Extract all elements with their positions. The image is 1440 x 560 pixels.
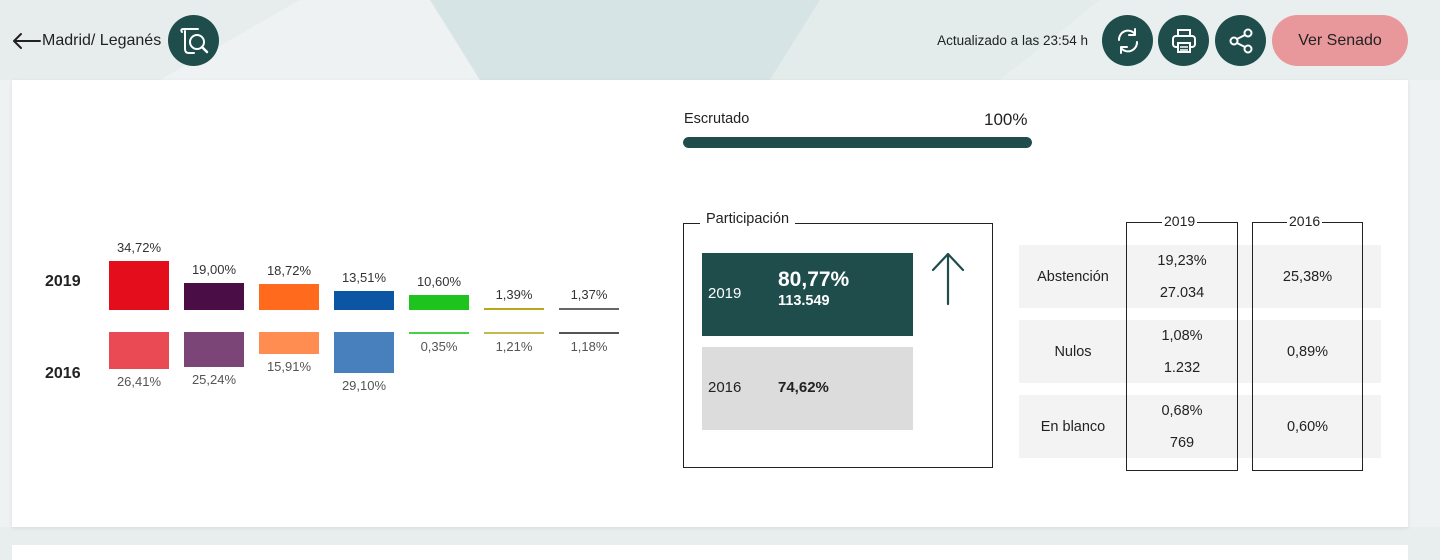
bar-2019-label: 18,72% — [266, 262, 312, 278]
bar-2019-label: 34,72% — [116, 240, 162, 256]
refresh-button[interactable] — [1102, 15, 1153, 66]
nulos-2016: 0,89% — [1286, 344, 1329, 360]
bar-2016-label: 1,18% — [570, 339, 608, 354]
abstencion-2019-pct: 19,23% — [1157, 253, 1207, 269]
print-icon — [1171, 28, 1196, 53]
column-2016-title: 2016 — [1287, 213, 1323, 229]
bar-2016-1 — [184, 332, 244, 368]
bar-2019-label: 13,51% — [341, 270, 387, 286]
escrutado-progress — [683, 137, 1032, 148]
bar-2019-5 — [484, 308, 544, 310]
bar-2016-4 — [409, 332, 469, 334]
search-document-icon — [179, 27, 208, 54]
bar-2016-label: 26,41% — [116, 373, 162, 389]
year-2016-label: 2016 — [45, 365, 81, 382]
participacion-year: 2016 — [708, 379, 742, 396]
search-document-button[interactable] — [168, 15, 219, 66]
bar-2019-label: 10,60% — [416, 274, 462, 290]
bar-2016-label: 29,10% — [341, 377, 387, 393]
back-link[interactable]: Madrid/ Leganés — [10, 26, 161, 56]
participacion-row-2019: 2019 80,77% 113.549 — [702, 253, 913, 336]
escrutado-value: 100% — [984, 110, 1028, 129]
abstencion-2019-num: 27.034 — [1159, 285, 1205, 301]
bar-2019-0 — [109, 261, 169, 310]
table-row-label: En blanco — [1040, 419, 1106, 435]
bar-2019-1 — [184, 283, 244, 310]
en-blanco-2019-num: 769 — [1169, 435, 1195, 451]
share-button[interactable] — [1215, 15, 1266, 66]
table-row-en-blanco: En blanco — [1019, 395, 1381, 458]
nulos-2019-pct: 1,08% — [1161, 328, 1203, 344]
table-row-abstencion: Abstención — [1019, 245, 1381, 308]
arrow-up-icon — [931, 252, 965, 306]
bar-2016-5 — [484, 332, 544, 334]
year-2019-label: 2019 — [45, 273, 81, 290]
ver-senado-button[interactable]: Ver Senado — [1272, 15, 1408, 66]
bar-2016-label: 15,91% — [266, 359, 312, 375]
back-label[interactable]: Madrid/ Leganés — [42, 32, 162, 49]
en-blanco-2019-pct: 0,68% — [1161, 403, 1203, 419]
bar-2019-label: 1,37% — [570, 287, 608, 302]
table-row-label: Abstención — [1037, 269, 1109, 285]
table-row-nulos: Nulos — [1019, 320, 1381, 383]
participacion-box — [683, 223, 993, 468]
escrutado-label: Escrutado — [684, 111, 750, 127]
bar-2016-label: 1,21% — [495, 339, 533, 354]
en-blanco-2016: 0,60% — [1286, 419, 1329, 435]
participacion-row-2016: 2016 74,62% — [702, 347, 913, 430]
bar-2019-4 — [409, 295, 469, 310]
updated-timestamp: Actualizado a las 23:54 h — [937, 33, 1088, 48]
bar-2019-3 — [334, 291, 394, 310]
arrow-left-icon — [13, 33, 41, 49]
bar-2016-2 — [259, 332, 319, 355]
bar-2016-label: 0,35% — [420, 339, 458, 354]
bar-2019-6 — [559, 308, 619, 310]
print-button[interactable] — [1158, 15, 1209, 66]
column-2019-title: 2019 — [1162, 213, 1198, 229]
refresh-icon — [1117, 27, 1138, 54]
escrutado-progress-fill — [683, 137, 1032, 148]
nulos-2019-num: 1.232 — [1163, 360, 1201, 376]
bar-2019-label: 1,39% — [495, 287, 533, 302]
participacion-pct: 80,77% — [778, 268, 850, 291]
bar-2016-6 — [559, 332, 619, 334]
bar-2016-0 — [109, 332, 169, 369]
abstencion-2016: 25,38% — [1282, 269, 1333, 285]
participacion-votes: 113.549 — [778, 293, 830, 309]
bar-2019-2 — [259, 283, 319, 310]
participacion-title: Participación — [700, 211, 796, 227]
bar-2016-3 — [334, 332, 394, 373]
next-card — [12, 545, 1408, 560]
results-card: 2019 2016 34,72% 26,41% 19,00% 25,24% 18,72%… — [12, 80, 1408, 527]
share-icon — [1229, 28, 1252, 53]
header: Madrid/ Leganés Actualizado a las 23:54 … — [0, 0, 1440, 80]
participacion-pct: 74,62% — [778, 379, 829, 396]
bar-2019-label: 19,00% — [191, 262, 237, 278]
participacion-year: 2019 — [708, 285, 742, 302]
table-row-label: Nulos — [1054, 344, 1092, 360]
bar-2016-label: 25,24% — [191, 372, 237, 388]
